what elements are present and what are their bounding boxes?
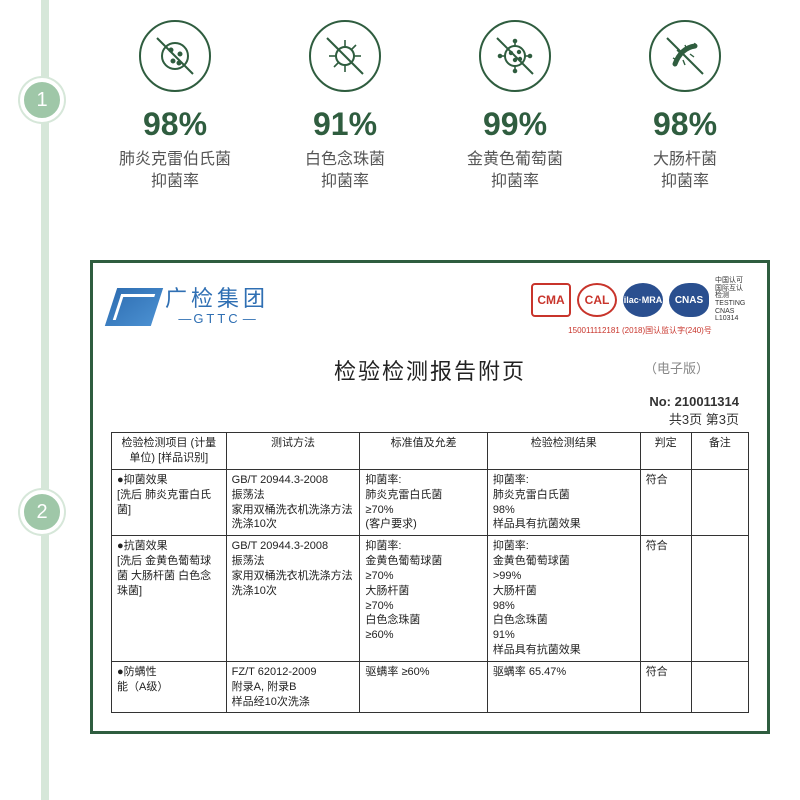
cert-sub-text: 150011112181 (2018)国认监认字(240)号: [531, 325, 749, 336]
th-item: 检验检测项目 (计量单位) [样品识别]: [112, 433, 227, 470]
table-row: ●抗菌效果 [洗后 金黄色葡萄球菌 大肠杆菌 白色念珠菌]GB/T 20944.…: [112, 536, 749, 662]
table-row: ●抑菌效果 [洗后 肺炎克雷白氏菌]GB/T 20944.3-2008 振荡法 …: [112, 469, 749, 535]
stat-percent: 99%: [483, 106, 547, 143]
report-frame: 广检集团 GTTC CMA CAL ilac·MRA CNAS 中国认可 国际互…: [90, 260, 770, 734]
cell-result: 驱螨率 65.47%: [487, 661, 640, 713]
timeline: 1 2: [20, 0, 70, 800]
stat-3: 99% 金黄色葡萄菌 抑菌率: [430, 20, 600, 192]
stats-row: 98% 肺炎克雷伯氏菌 抑菌率 91% 白色念珠菌 抑菌率: [90, 20, 770, 192]
cell-result: 抑菌率: 金黄色葡萄球菌 >99% 大肠杆菌 98% 白色念珠菌 91% 样品具…: [487, 536, 640, 662]
timeline-node-1: 1: [20, 78, 64, 122]
ilac-badge-icon: ilac·MRA: [623, 283, 663, 317]
th-result: 检验检测结果: [487, 433, 640, 470]
cert-block: CMA CAL ilac·MRA CNAS 中国认可 国际互认 检测 TESTI…: [531, 277, 749, 336]
report-title-row: 检验检测报告附页 （电子版）: [111, 354, 749, 386]
cma-badge-icon: CMA: [531, 283, 571, 317]
cell-judge: 符合: [640, 469, 691, 535]
report-meta: No: 210011314 共3页 第3页: [111, 394, 739, 428]
cell-judge: 符合: [640, 661, 691, 713]
logo-mark-icon: [105, 288, 163, 326]
cert-side-text: 中国认可 国际互认 检测 TESTING CNAS L10314: [715, 277, 749, 323]
stat-1: 98% 肺炎克雷伯氏菌 抑菌率: [90, 20, 260, 192]
germ-icon: [479, 20, 551, 92]
report-title: 检验检测报告附页: [334, 359, 526, 384]
cal-badge-icon: CAL: [577, 283, 617, 317]
th-note: 备注: [691, 433, 748, 470]
stat-label: 大肠杆菌 抑菌率: [653, 149, 717, 192]
stat-label: 金黄色葡萄菌 抑菌率: [467, 149, 563, 192]
logo-en: GTTC: [165, 312, 269, 326]
th-std: 标准值及允差: [360, 433, 487, 470]
logo-cn: 广检集团: [165, 287, 269, 311]
report-no-value: 210011314: [675, 394, 739, 409]
th-method: 测试方法: [226, 433, 360, 470]
cell-item: ●抑菌效果 [洗后 肺炎克雷白氏菌]: [112, 469, 227, 535]
report-title-note: （电子版）: [644, 358, 709, 377]
stat-2: 91% 白色念珠菌 抑菌率: [260, 20, 430, 192]
ecoli-icon: [649, 20, 721, 92]
cell-method: GB/T 20944.3-2008 振荡法 家用双桶洗衣机洗涤方法 洗涤10次: [226, 469, 360, 535]
cell-item: ●抗菌效果 [洗后 金黄色葡萄球菌 大肠杆菌 白色念珠菌]: [112, 536, 227, 662]
cell-note: [691, 469, 748, 535]
org-logo: 广检集团 GTTC: [111, 287, 269, 325]
stat-percent: 91%: [313, 106, 377, 143]
cell-method: FZ/T 62012-2009 附录A, 附录B 样品经10次洗涤: [226, 661, 360, 713]
table-row: ●防螨性 能（A级）FZ/T 62012-2009 附录A, 附录B 样品经10…: [112, 661, 749, 713]
report-table: 检验检测项目 (计量单位) [样品识别] 测试方法 标准值及允差 检验检测结果 …: [111, 432, 749, 713]
cell-std: 驱螨率 ≥60%: [360, 661, 487, 713]
cell-note: [691, 536, 748, 662]
cell-result: 抑菌率: 肺炎克雷白氏菌 98% 样品具有抗菌效果: [487, 469, 640, 535]
cell-item: ●防螨性 能（A级）: [112, 661, 227, 713]
stat-label: 白色念珠菌 抑菌率: [305, 149, 385, 192]
cell-std: 抑菌率: 金黄色葡萄球菌 ≥70% 大肠杆菌 ≥70% 白色念珠菌 ≥60%: [360, 536, 487, 662]
timeline-node-2: 2: [20, 490, 64, 534]
report-no-label: No:: [649, 394, 671, 409]
stat-percent: 98%: [143, 106, 207, 143]
cell-note: [691, 661, 748, 713]
stat-label: 肺炎克雷伯氏菌 抑菌率: [119, 149, 231, 192]
cell-method: GB/T 20944.3-2008 振荡法 家用双桶洗衣机洗涤方法 洗涤10次: [226, 536, 360, 662]
th-judge: 判定: [640, 433, 691, 470]
cell-std: 抑菌率: 肺炎克雷白氏菌 ≥70% (客户要求): [360, 469, 487, 535]
stat-percent: 98%: [653, 106, 717, 143]
cnas-badge-icon: CNAS: [669, 283, 709, 317]
report-header: 广检集团 GTTC CMA CAL ilac·MRA CNAS 中国认可 国际互…: [111, 277, 749, 336]
report-page-info: 共3页 第3页: [669, 412, 739, 427]
stat-4: 98% 大肠杆菌 抑菌率: [600, 20, 770, 192]
cell-judge: 符合: [640, 536, 691, 662]
virus-icon: [309, 20, 381, 92]
bacteria-icon: [139, 20, 211, 92]
